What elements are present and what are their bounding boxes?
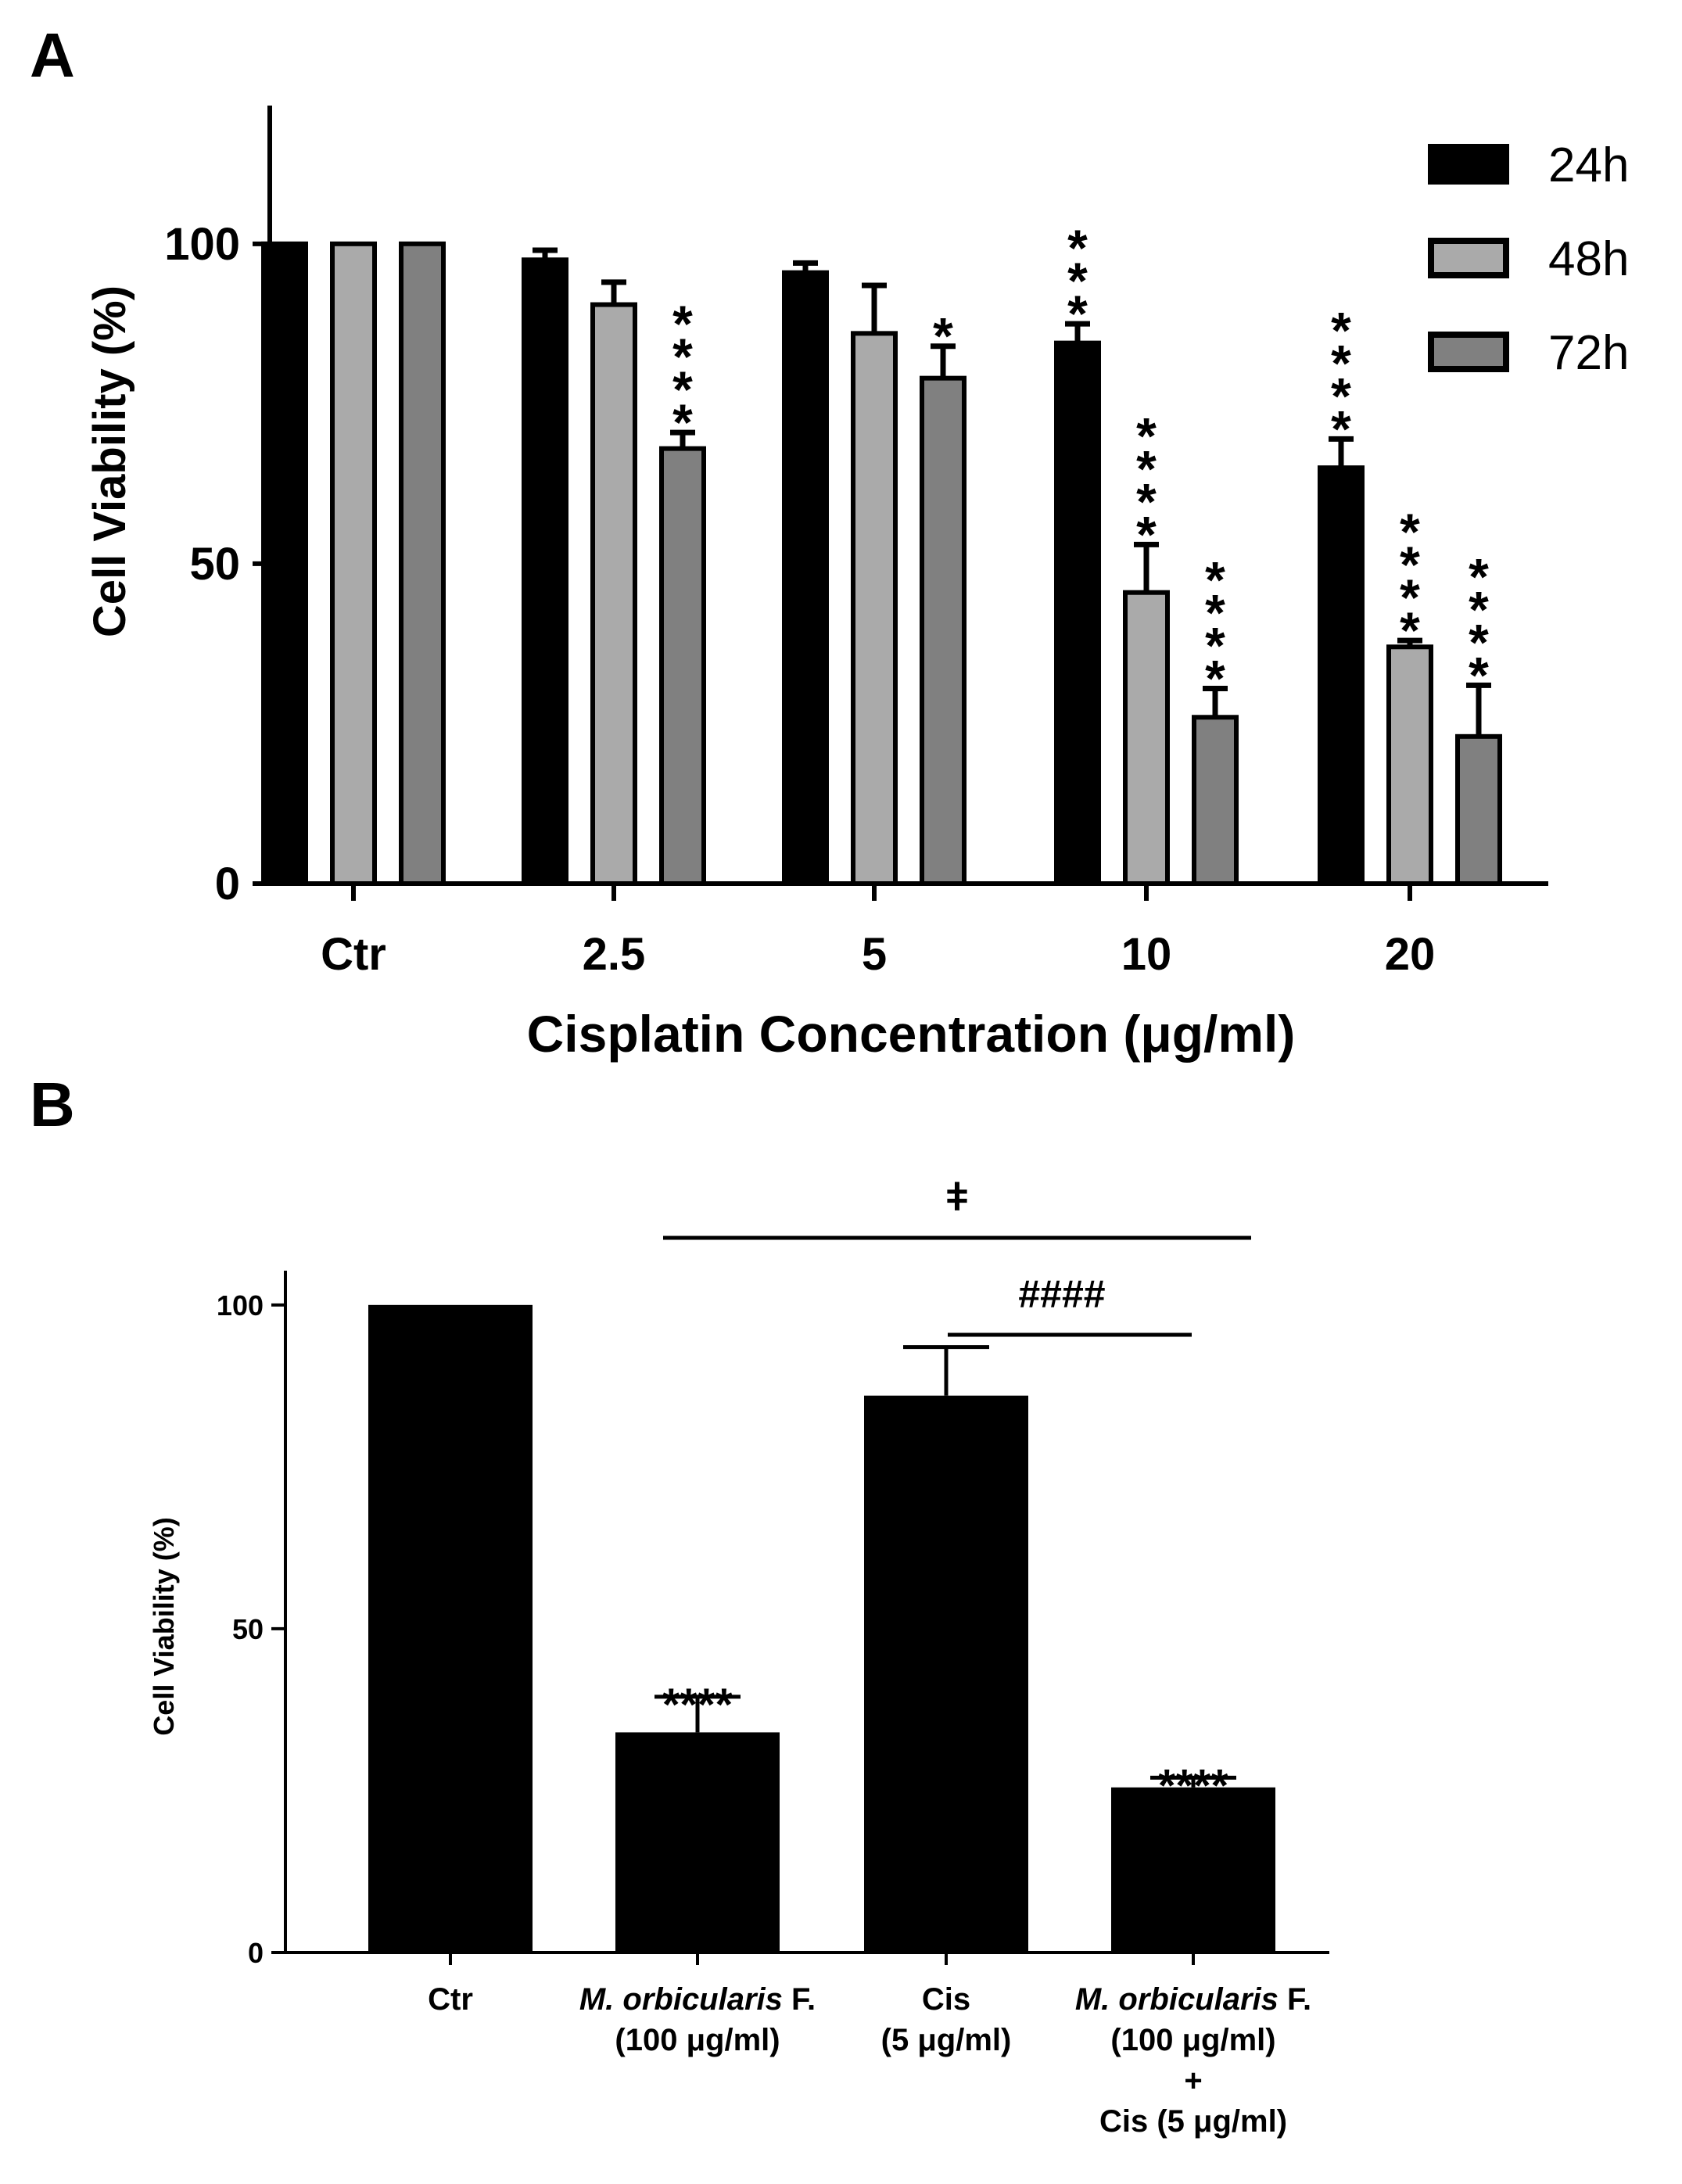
panel-a-significance-star: * [672, 393, 693, 451]
panel-a-significance-star: * [1469, 580, 1489, 638]
panel-a-legend-swatch [1428, 238, 1509, 278]
panel-a-y-axis-label: Cell Viability (%) [84, 285, 135, 637]
panel-a-x-tick-labels: Ctr 2.5 5 10 20 [321, 929, 1435, 980]
panel-a-significance-star: * [1331, 367, 1351, 425]
panel-a-bar-72h [920, 375, 967, 886]
panel-b-x-tick-label-line: (100 μg/ml) [1110, 2023, 1275, 2057]
panel-b-axes [284, 1271, 1329, 1965]
panel-a-significance-star: * [1136, 472, 1157, 530]
panel-b-x-tick-label-line: + [1184, 2064, 1202, 2098]
panel-b-comparison-label: ǂ [945, 1175, 968, 1219]
panel-a-significance-star: * [1067, 285, 1088, 342]
panel-a-bar-48h [851, 331, 898, 886]
panel-a-axes [267, 106, 1548, 901]
panel-a-significance-star: * [1400, 503, 1420, 561]
panel-a-significance-star: * [1205, 616, 1225, 674]
panel-a-significance-star: * [1469, 646, 1489, 704]
panel-a-y-tick-label: 100 [164, 219, 240, 270]
panel-a-significance-star: * [672, 328, 693, 386]
panel-b-x-tick-label-line: M. orbicularis F. [1075, 1982, 1311, 2017]
panel-a-x-tick-label: 2.5 [583, 929, 646, 980]
panel-a-significance-star: * [1205, 583, 1225, 641]
panel-a-significance-star: * [1136, 407, 1157, 464]
panel-a-x-axis-label: Cisplatin Concentration (μg/ml) [527, 1005, 1296, 1063]
panel-b-x-tick-label-line: Ctr [428, 1982, 473, 2017]
panel-a-significance-star: * [1469, 613, 1489, 671]
panel-b-bar [615, 1732, 780, 1953]
panel-b-x-tick-label-line: M. orbicularis F. [579, 1982, 816, 2017]
panel-a-legend-label: 24h [1548, 138, 1629, 192]
panel-a-x-tick-label: 20 [1385, 929, 1436, 980]
panel-a-significance-star: * [1469, 547, 1489, 605]
panel-b-y-tick-label: 100 [217, 1289, 264, 1322]
panel-a-bars: **** * *********************** [261, 219, 1502, 887]
panel-b-significance-stars: **** [662, 1680, 733, 1730]
panel-a-bar-24h [1318, 465, 1365, 886]
panel-a-significance-star: * [1400, 601, 1420, 659]
panel-a-bar-72h [399, 241, 446, 886]
panel-a-bar-24h [1054, 340, 1101, 886]
panel-a-bar-48h [1386, 644, 1433, 886]
panel-a-significance-star: * [1067, 219, 1088, 277]
panel-a-significance-star: * [933, 307, 953, 365]
panel-b-x-tick-label-line: (5 μg/ml) [881, 2023, 1012, 2057]
panel-a-y-tick-label: 0 [215, 859, 240, 909]
panel-a-legend-label: 72h [1548, 326, 1629, 380]
panel-a-significance-star: * [1400, 568, 1420, 626]
panel-b-bar [1111, 1787, 1275, 1953]
panel-a-significance-star: * [1400, 536, 1420, 594]
panel-a-legend: 24h 48h 72h [1428, 138, 1629, 380]
panel-a-x-tick-label: 10 [1121, 929, 1172, 980]
panel-b-bar [864, 1395, 1028, 1953]
panel-b-x-tick-label-line: Cis (5 μg/ml) [1099, 2104, 1287, 2139]
panel-b-y-ticks: 0 50 100 [217, 1289, 285, 1969]
panel-b-bars: **** **** [368, 1304, 1275, 1953]
panel-b-x-tick-label: Cis (5 μg/ml) [881, 1982, 1012, 2057]
panel-b-x-tick-label: M. orbicularis F. (100 μg/ml) [579, 1982, 816, 2057]
panel-a-legend-swatch [1428, 144, 1509, 185]
panel-b-letter: B [30, 1070, 75, 1139]
panel-a-legend-swatch [1428, 332, 1509, 372]
panel-a-significance-star: * [1331, 334, 1351, 392]
panel-a-y-ticks: 0 50 100 [164, 219, 270, 909]
panel-a-bar-48h [1123, 590, 1170, 887]
panel-a-bar-48h [590, 302, 637, 886]
panel-b-y-axis-label: Cell Viability (%) [148, 1517, 180, 1735]
panel-b-y-tick-label: 50 [232, 1613, 264, 1645]
panel-a-significance-star: * [1205, 649, 1225, 707]
panel-b-y-tick-label: 0 [248, 1937, 264, 1969]
panel-b-comparison-label: #### [1018, 1272, 1105, 1316]
panel-b-significance-stars: **** [1158, 1760, 1229, 1811]
panel-a-x-tick-label: 5 [862, 929, 887, 980]
panel-a-bar-72h [1455, 733, 1502, 886]
panel-a-significance-star: * [1067, 252, 1088, 310]
panel-a-significance-star: * [1331, 400, 1351, 457]
panel-b-bar [368, 1304, 533, 1953]
panel-b-x-tick-label: Ctr [428, 1982, 473, 2017]
panel-a-significance-star: * [1136, 505, 1157, 563]
panel-a-bar-48h [330, 241, 377, 886]
panel-a-legend-label: 48h [1548, 232, 1629, 286]
panel-b-comparisons: ǂ #### [663, 1175, 1251, 1337]
panel-a-letter: A [30, 20, 75, 90]
panel-b-x-tick-labels: Ctr M. orbicularis F. (100 μg/ml) Cis (5 μg/… [428, 1982, 1311, 2139]
panel-a-y-tick-label: 50 [189, 539, 240, 590]
panel-a-bar-72h [659, 446, 706, 886]
panel-b-x-tick-label: M. orbicularis F. (100 μg/ml) + Cis (5 μg/m… [1075, 1982, 1311, 2139]
panel-a-significance-star: * [672, 295, 693, 353]
panel-b-x-tick-label-line: Cis [922, 1982, 970, 2017]
panel-a-bar-24h [782, 270, 829, 886]
panel-a-significance-star: * [672, 360, 693, 418]
panel-a-x-tick-label: Ctr [321, 929, 386, 980]
panel-a-significance-star: * [1205, 550, 1225, 608]
panel-a-bar-24h [522, 257, 568, 887]
panel-a-significance-star: * [1331, 301, 1351, 359]
panel-b-chart: B 0 50 100 **** **** Ctr M. orbicularis F. (1… [30, 1070, 1329, 2139]
panel-a-significance-star: * [1136, 439, 1157, 497]
panel-b-x-tick-label-line: (100 μg/ml) [615, 2023, 780, 2057]
panel-a-bar-72h [1192, 715, 1239, 886]
